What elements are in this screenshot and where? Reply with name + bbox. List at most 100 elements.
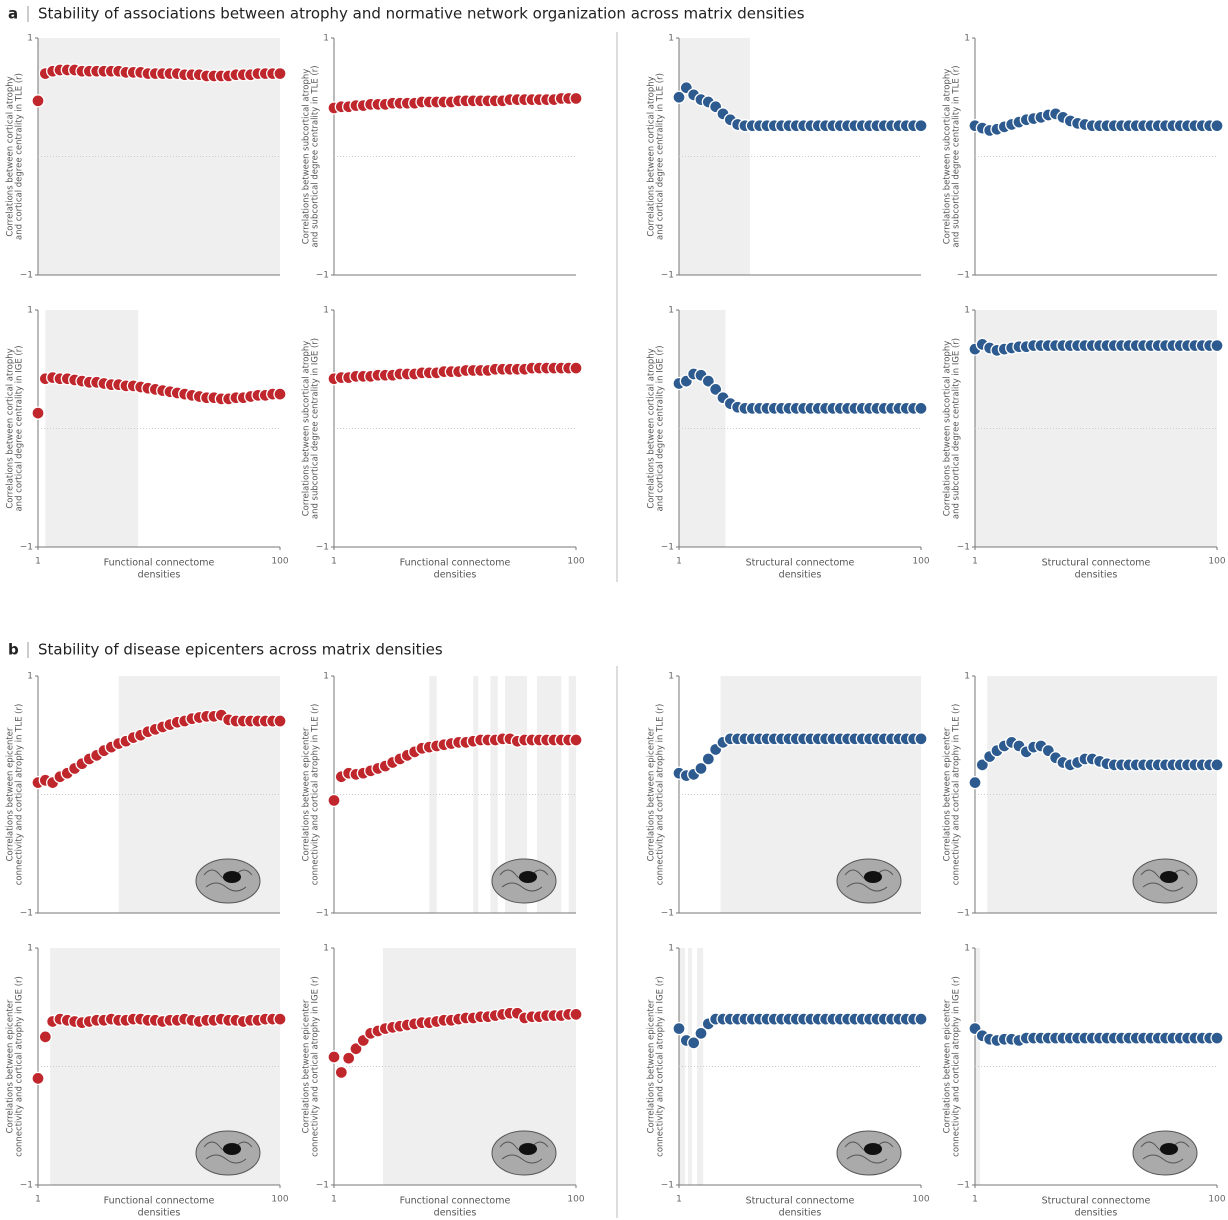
y-tick-label: 1 [964,944,970,954]
y-axis-label: and cortical degree centrality in IGE (r… [15,345,25,511]
brain-icon [196,1131,260,1175]
x-tick-label: 1 [676,557,682,567]
figure: a Stability of associations between atro… [0,0,1228,1220]
y-tick-label: −1 [957,909,970,919]
y-tick-label: −1 [316,543,329,553]
x-tick-label: 100 [567,1195,584,1205]
x-tick-label: 100 [912,1195,929,1205]
y-axis-label: and subcortical degree centrality in IGE… [311,338,321,519]
epicenter [519,1143,537,1155]
data-point [915,1013,927,1025]
data-point [1211,120,1223,132]
y-axis-label: connectivity and cortical atrophy in IGE… [656,976,666,1157]
y-axis-label: and cortical degree centrality in TLE (r… [656,73,666,240]
y-axis-label: connectivity and cortical atrophy in TLE… [656,704,666,886]
y-axis-label: connectivity and cortical atrophy in TLE… [311,704,321,886]
data-point [915,120,927,132]
data-point [335,1066,347,1078]
brain-icon [196,859,260,903]
brain-icon [837,1131,901,1175]
data-point [32,95,44,107]
data-point [673,1023,685,1035]
data-point [570,734,582,746]
x-axis-label: densities [779,570,822,581]
data-point [969,777,981,789]
y-tick-label: 1 [668,672,674,682]
x-tick-label: 100 [1208,557,1225,567]
section-letter: a [8,5,18,23]
y-axis-label: and subcortical degree centrality in TLE… [311,65,321,247]
data-point [915,733,927,745]
data-point [39,1031,51,1043]
y-tick-label: 1 [323,306,329,316]
y-tick-label: −1 [316,1181,329,1191]
data-point [915,402,927,414]
x-axis-label: densities [138,570,181,581]
y-tick-label: −1 [20,1181,33,1191]
epicenter [864,1143,882,1155]
y-tick-label: 1 [668,944,674,954]
x-axis-label: densities [1075,1208,1118,1219]
data-point [328,794,340,806]
brain-icon [1133,1131,1197,1175]
x-tick-label: 100 [1208,1195,1225,1205]
x-tick-label: 100 [271,557,288,567]
y-tick-label: −1 [957,271,970,281]
x-axis-label: densities [138,1208,181,1219]
y-axis-label: connectivity and cortical atrophy in IGE… [952,976,962,1157]
data-point [1211,1032,1223,1044]
x-tick-label: 1 [35,557,41,567]
data-point [570,362,582,374]
x-tick-label: 1 [35,1195,41,1205]
epicenter [864,871,882,883]
data-point [274,715,286,727]
x-axis-label: densities [434,570,477,581]
x-tick-label: 1 [676,1195,682,1205]
y-tick-label: −1 [20,271,33,281]
y-tick-label: −1 [20,543,33,553]
x-axis-label: densities [434,1208,477,1219]
y-tick-label: −1 [661,909,674,919]
x-axis-label: Functional connectome [400,558,511,569]
x-axis-label: Functional connectome [104,558,215,569]
y-axis-label: connectivity and cortical atrophy in IGE… [311,976,321,1157]
y-axis-label: and cortical degree centrality in IGE (r… [656,345,666,511]
x-tick-label: 100 [271,1195,288,1205]
y-tick-label: −1 [957,543,970,553]
y-tick-label: 1 [964,306,970,316]
y-axis-label: connectivity and cortical atrophy in TLE… [952,704,962,886]
y-tick-label: −1 [661,543,674,553]
y-tick-label: −1 [957,1181,970,1191]
epicenter [223,1143,241,1155]
brain-icon [837,859,901,903]
y-tick-label: −1 [661,271,674,281]
x-axis-label: Structural connectome [746,558,855,569]
data-point [570,92,582,104]
data-point [32,407,44,419]
y-tick-label: −1 [316,271,329,281]
data-point [570,1008,582,1020]
x-axis-label: Structural connectome [1042,558,1151,569]
x-tick-label: 1 [972,1195,978,1205]
epicenter [519,871,537,883]
brain-icon [1133,859,1197,903]
brain-icon [492,859,556,903]
y-tick-label: 1 [323,34,329,44]
data-point [274,1013,286,1025]
x-tick-label: 1 [331,557,337,567]
y-tick-label: 1 [27,672,33,682]
data-point [1211,340,1223,352]
y-tick-label: 1 [27,306,33,316]
brain-icon [492,1131,556,1175]
y-axis-label: connectivity and cortical atrophy in TLE… [15,704,25,886]
x-axis-label: Structural connectome [1042,1196,1151,1207]
data-point [328,1051,340,1063]
x-tick-label: 100 [912,557,929,567]
data-point [32,1072,44,1084]
y-tick-label: 1 [27,34,33,44]
epicenter [1160,1143,1178,1155]
data-point [1211,759,1223,771]
y-axis-label: and cortical degree centrality in TLE (r… [15,73,25,240]
y-axis-label: connectivity and cortical atrophy in IGE… [15,976,25,1157]
y-tick-label: 1 [668,34,674,44]
